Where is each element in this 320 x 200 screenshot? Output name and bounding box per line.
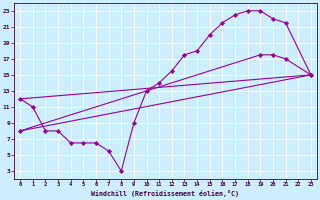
X-axis label: Windchill (Refroidissement éolien,°C): Windchill (Refroidissement éolien,°C) [92,190,239,197]
